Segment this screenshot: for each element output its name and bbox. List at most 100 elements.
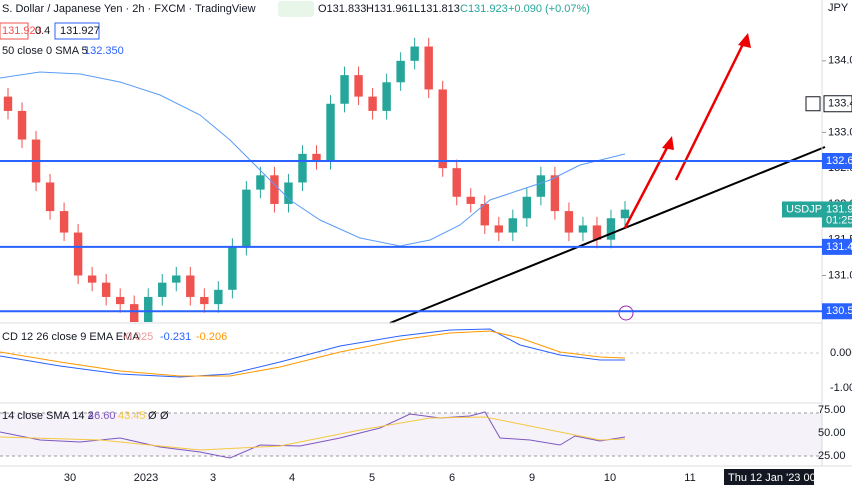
- ohlc-close: C131.923: [460, 3, 508, 15]
- buy-button[interactable]: [54, 22, 100, 40]
- symbol-badge: [782, 201, 822, 218]
- sma-label: 50 close 0 SMA 5: [2, 45, 88, 57]
- candle-body: [228, 246, 237, 290]
- candle-body: [129, 304, 139, 322]
- candle-body: [256, 175, 265, 190]
- macd-tick: 0.000: [830, 347, 852, 359]
- candle-body: [270, 175, 279, 204]
- macd-hist: -0.025: [122, 331, 153, 343]
- countdown: 01:25: [826, 214, 852, 226]
- candle-body: [144, 296, 153, 322]
- macd-tick: -1.000: [830, 382, 852, 394]
- ohlc-open: O131.833: [318, 3, 366, 15]
- status-badge[interactable]: [278, 1, 314, 17]
- macd-signal: -0.206: [196, 331, 227, 343]
- rsi-extra: Ø: [148, 410, 157, 422]
- candle-body: [424, 46, 433, 90]
- macd-value: -0.231: [160, 331, 191, 343]
- last-price-label: 131.9: [826, 203, 852, 215]
- spread: 0.4: [35, 25, 50, 37]
- candle-body: [564, 211, 574, 233]
- arrow: [674, 39, 747, 181]
- ohlc-high: H131.961: [366, 3, 414, 15]
- level-label: 130.5: [826, 305, 852, 317]
- level-badge: [822, 238, 852, 255]
- rsi-sma-value: 43.45: [118, 410, 146, 422]
- candle-body: [284, 182, 293, 204]
- signal-line: [0, 330, 626, 377]
- level-label: 131.4: [826, 241, 852, 253]
- candle-body: [17, 110, 27, 140]
- x-tick-label: 6: [449, 472, 455, 484]
- candle-body: [242, 189, 251, 247]
- price-marker: [823, 95, 852, 113]
- candle-body: [578, 225, 588, 233]
- y-tick-label: 133.0: [828, 126, 852, 138]
- sma-line: [0, 71, 626, 247]
- rsi-line: [0, 411, 626, 459]
- rsi-value: 46.60: [88, 410, 116, 422]
- candle-body: [606, 218, 616, 240]
- candle-body: [158, 282, 167, 297]
- ohlc-change: +0.090 (+0.07%): [508, 3, 590, 15]
- candle-body: [326, 103, 335, 161]
- candle-body: [536, 175, 546, 197]
- candle-body: [550, 175, 560, 212]
- rsi-tick: 75.00: [818, 404, 846, 416]
- arrow-head: [738, 33, 751, 48]
- candle-body: [101, 282, 111, 297]
- candle-body: [59, 211, 69, 233]
- candle-body: [368, 96, 377, 111]
- crosshair-time: Thu 12 Jan '23 00:00: [728, 472, 831, 484]
- x-tick-label: 9: [529, 472, 535, 484]
- x-tick-label: 10: [604, 472, 616, 484]
- candle-body: [340, 75, 349, 104]
- arrow: [623, 141, 672, 229]
- y-tick-label: 134.0: [828, 55, 852, 67]
- candle-body: [410, 46, 419, 61]
- ohlc-low: L131.813: [414, 3, 460, 15]
- rsi-label: 14 close SMA 14 2: [2, 410, 94, 422]
- x-tick-label: 30: [64, 472, 76, 484]
- candle-body: [508, 218, 518, 233]
- x-tick-label: 3: [210, 472, 216, 484]
- y-tick-label: 131.0: [828, 269, 852, 281]
- candle-body: [494, 225, 504, 233]
- marker-label: 133.4: [828, 98, 852, 110]
- candle-body: [186, 275, 195, 297]
- candle-body: [382, 82, 391, 111]
- symbol-label: USDJPY: [786, 203, 830, 215]
- candle-body: [354, 75, 363, 97]
- candle-body: [298, 153, 307, 183]
- candle-body: [312, 153, 321, 161]
- rsi-band: [0, 413, 822, 456]
- rsi-tick: 50.00: [818, 427, 846, 439]
- candle-body: [172, 275, 181, 283]
- sma-value: 132.350: [84, 45, 124, 57]
- candle-body: [480, 203, 489, 226]
- candle-body: [396, 60, 405, 83]
- candle-body: [592, 225, 602, 240]
- sell-price: 131.923: [2, 25, 42, 37]
- x-tick-label: 11: [684, 472, 695, 484]
- rsi-tick: 25.00: [818, 450, 846, 462]
- last-price-badge: [822, 201, 852, 228]
- buy-price: 131.927: [60, 25, 100, 37]
- sell-button[interactable]: [0, 22, 29, 40]
- candle-body: [620, 209, 630, 219]
- rsi-extra: Ø: [160, 410, 169, 422]
- candle-body: [3, 96, 13, 111]
- event-icon[interactable]: [618, 305, 634, 321]
- candle-body: [87, 275, 97, 283]
- rsi-sma: [0, 416, 626, 451]
- price-pane: [3, 37, 630, 322]
- symbol: S. Dollar / Japanese Yen · 2h · FXCM · T…: [2, 3, 256, 15]
- currency: JPY: [828, 2, 849, 14]
- macd-line: [0, 328, 625, 378]
- x-tick-label: 2023: [134, 472, 158, 484]
- candle-body: [522, 196, 532, 219]
- arrow-head: [662, 136, 674, 150]
- add-button[interactable]: [805, 96, 821, 112]
- macd-label: CD 12 26 close 9 EMA EMA: [2, 331, 140, 343]
